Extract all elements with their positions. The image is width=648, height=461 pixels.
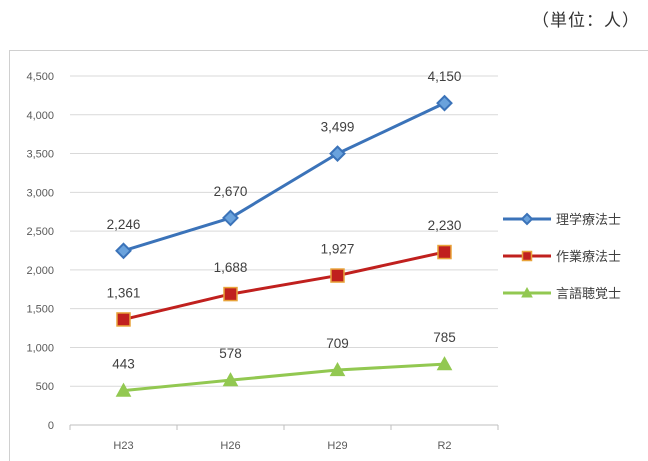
y-tick-label: 0 bbox=[48, 420, 54, 432]
data-point-triangle bbox=[115, 382, 132, 397]
y-tick-label: 3,000 bbox=[26, 187, 54, 199]
data-point-square bbox=[223, 286, 238, 302]
x-tick-label: H23 bbox=[113, 440, 133, 452]
legend-label: 理学療法士 bbox=[556, 212, 621, 228]
data-label: 3,499 bbox=[321, 120, 355, 135]
data-label: 2,246 bbox=[107, 217, 141, 232]
series-line bbox=[123, 250, 445, 321]
data-point-square bbox=[437, 244, 452, 260]
data-point-diamond bbox=[222, 209, 239, 227]
data-label: 2,670 bbox=[214, 184, 248, 199]
x-tick-label: H29 bbox=[327, 440, 347, 452]
unit-label: （単位：人） bbox=[532, 11, 640, 31]
x-tick-label: R2 bbox=[437, 440, 451, 452]
y-tick-label: 4,500 bbox=[26, 71, 54, 83]
data-point-square bbox=[116, 312, 131, 327]
data-point-triangle bbox=[329, 361, 346, 377]
data-point-diamond bbox=[329, 145, 346, 163]
data-point-diamond bbox=[115, 242, 132, 260]
data-label: 4,150 bbox=[428, 69, 462, 84]
data-label: 1,688 bbox=[214, 260, 248, 275]
y-tick-label: 1,000 bbox=[26, 342, 54, 354]
data-label: 785 bbox=[433, 330, 456, 345]
data-point-diamond bbox=[436, 94, 453, 112]
series-1: 2,246 2,670 3,499 4,150 bbox=[107, 69, 462, 260]
y-axis: 0 500 1,000 1,500 2,000 2,500 3,000 3,500 4,000 4… bbox=[26, 71, 54, 432]
data-label: 2,230 bbox=[428, 218, 462, 233]
data-point-triangle bbox=[222, 372, 239, 387]
data-point-square bbox=[330, 268, 345, 283]
data-point-triangle bbox=[436, 356, 453, 371]
legend-label: 作業療法士 bbox=[556, 249, 621, 265]
series-3: 443 578 709 785 bbox=[112, 330, 456, 397]
y-tick-label: 3,500 bbox=[26, 149, 54, 161]
data-label: 709 bbox=[326, 336, 349, 351]
data-label: 1,361 bbox=[107, 285, 141, 300]
legend-marker bbox=[521, 286, 533, 298]
y-tick-label: 1,500 bbox=[26, 304, 54, 316]
series-group: 2,246 2,670 3,499 4,150 1,361 1,688 1,927 2,230… bbox=[107, 69, 462, 397]
series-line bbox=[123, 362, 445, 393]
series-2: 1,361 1,688 1,927 2,230 bbox=[107, 218, 462, 327]
series-line bbox=[123, 101, 446, 253]
y-tick-label: 2,000 bbox=[26, 265, 54, 277]
x-axis: H23 H26 H29 R2 bbox=[69, 424, 499, 452]
y-tick-label: 4,000 bbox=[26, 110, 54, 122]
y-tick-label: 500 bbox=[36, 381, 54, 393]
legend-marker bbox=[521, 250, 533, 262]
data-label: 443 bbox=[112, 357, 135, 372]
legend-label: 言語聴覚士 bbox=[556, 286, 621, 302]
y-tick-label: 2,500 bbox=[26, 226, 54, 238]
data-label: 1,927 bbox=[321, 242, 355, 257]
data-label: 578 bbox=[219, 346, 242, 361]
chart-frame bbox=[9, 50, 648, 461]
legend-marker bbox=[520, 212, 534, 226]
gridlines bbox=[70, 75, 498, 387]
x-tick-label: H26 bbox=[220, 440, 240, 452]
